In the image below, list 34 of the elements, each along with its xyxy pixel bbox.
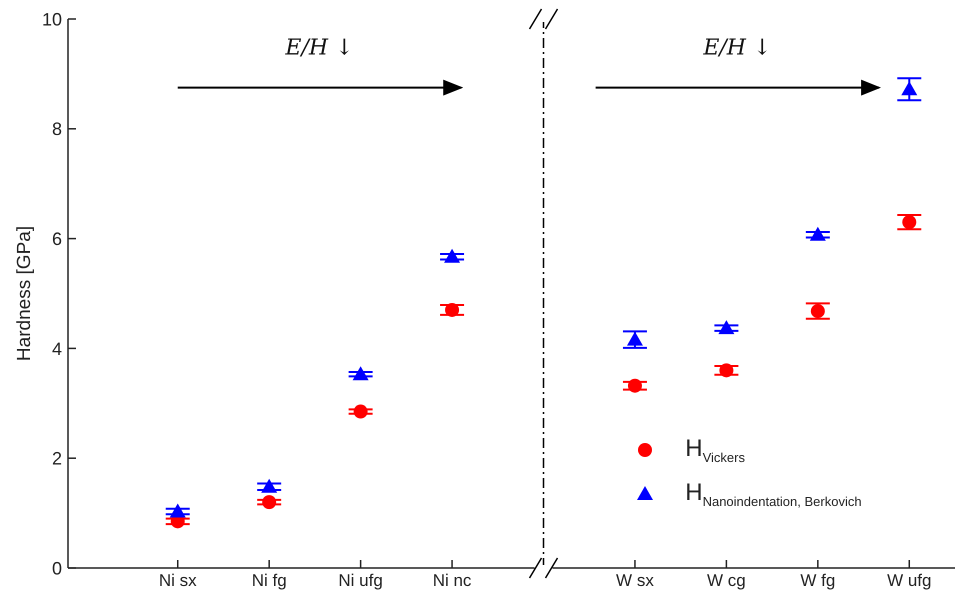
point [626, 332, 643, 346]
y-tick-label: 4 [52, 338, 62, 359]
point [901, 81, 918, 96]
point [170, 503, 186, 518]
x-tick-label: Ni ufg [338, 571, 383, 590]
x-tick-label: Ni sx [158, 571, 198, 590]
x-tick-label: W fg [800, 571, 836, 590]
point [719, 363, 734, 378]
point [354, 404, 368, 419]
point [718, 320, 734, 334]
point [261, 478, 278, 493]
y-axis-title: Hardness [GPa] [14, 226, 35, 362]
point [810, 226, 826, 241]
legend-label: H$_{Vickers}$ [685, 435, 745, 465]
point [810, 304, 825, 318]
annotation: E/H ↓ [284, 36, 354, 61]
x-tick-label: W sx [616, 571, 654, 590]
point [444, 248, 460, 263]
y-tick-label: 8 [52, 119, 62, 140]
point [352, 366, 369, 380]
x-tick-label: Ni nc [432, 571, 472, 590]
x-tick-label: W ufg [887, 571, 932, 590]
x-tick-label: Ni fg [252, 571, 287, 590]
x-tick-label: W cg [707, 571, 746, 590]
point [902, 215, 916, 230]
y-tick-label: 10 [42, 9, 62, 30]
point [445, 302, 460, 317]
y-tick-label: 0 [52, 558, 62, 578]
y-tick-label: 6 [52, 228, 62, 249]
annotation: E/H ↓ [702, 36, 772, 61]
point [262, 495, 276, 510]
point [628, 378, 642, 393]
y-tick-label: 2 [52, 448, 62, 469]
legend-label: H$_{Nanoindentation, Berkovich}$ [685, 479, 862, 509]
